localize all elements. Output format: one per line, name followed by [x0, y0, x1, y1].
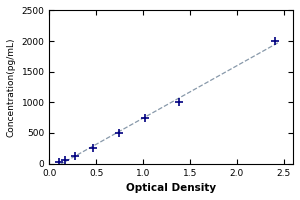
- Point: [273, 39, 278, 43]
- Y-axis label: Concentration(pg/mL): Concentration(pg/mL): [7, 37, 16, 137]
- Point: [117, 131, 122, 135]
- Point: [57, 160, 62, 163]
- Point: [176, 101, 181, 104]
- Point: [143, 116, 148, 119]
- Point: [73, 154, 77, 158]
- Point: [90, 147, 95, 150]
- Point: [62, 158, 67, 161]
- X-axis label: Optical Density: Optical Density: [126, 183, 216, 193]
